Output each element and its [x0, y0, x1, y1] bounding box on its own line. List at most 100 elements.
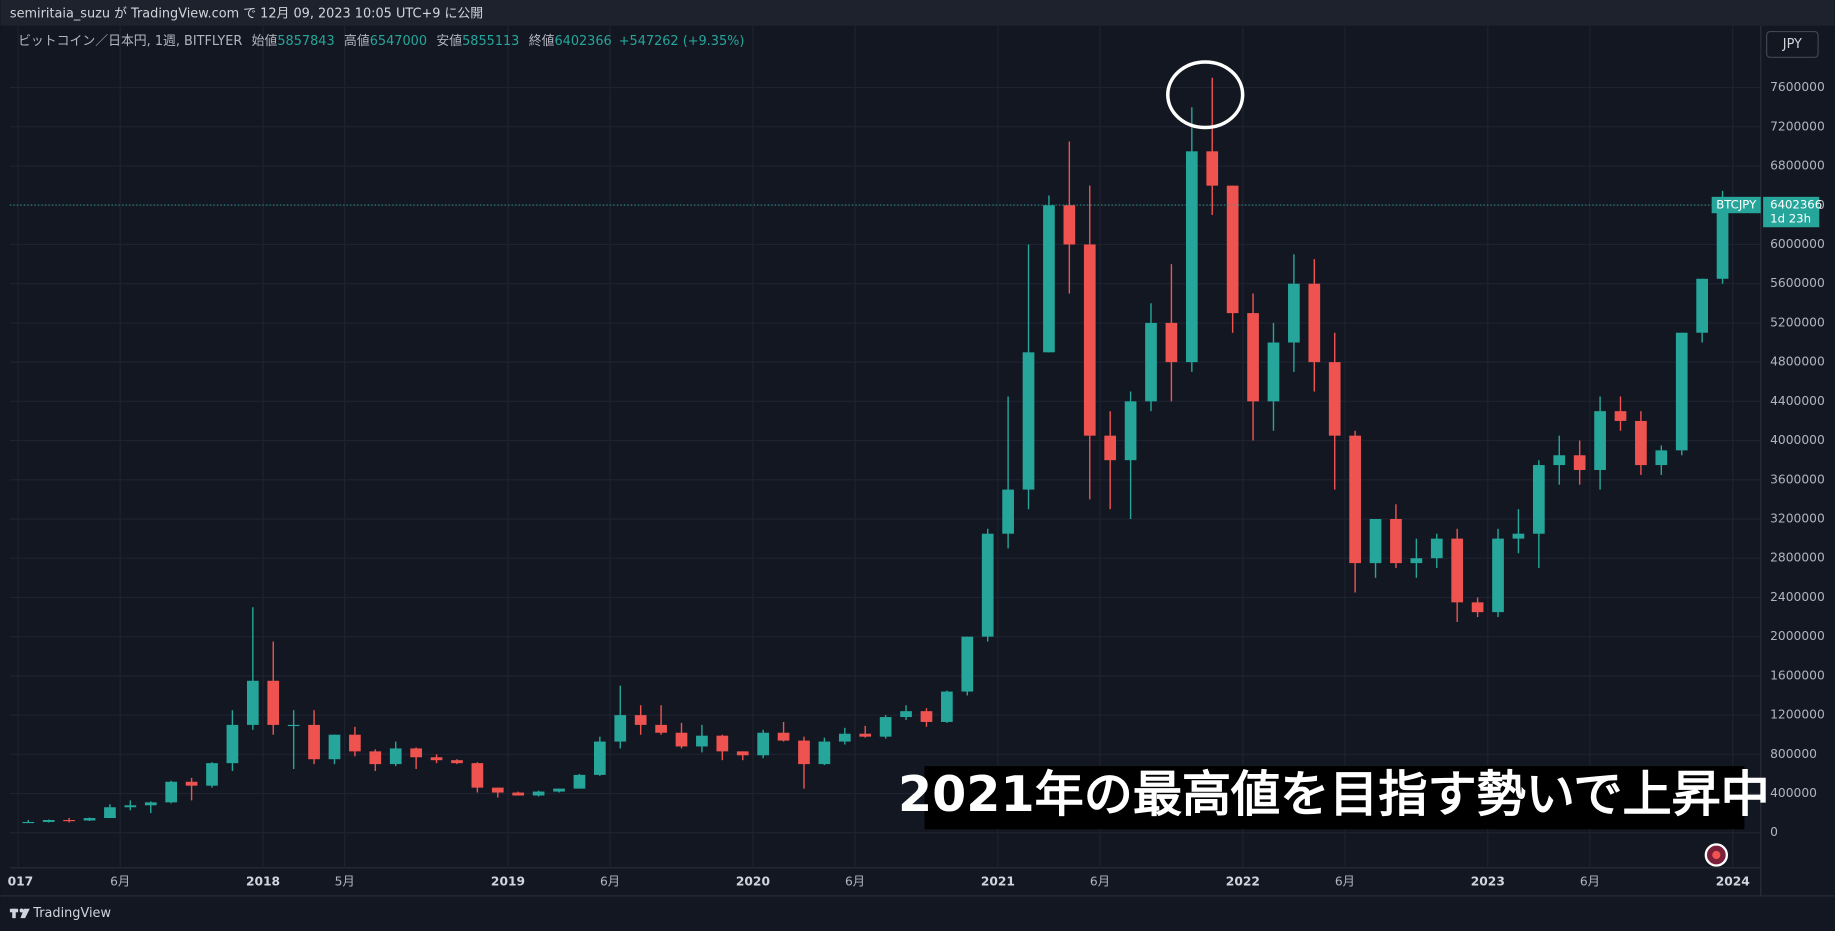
candle-body — [63, 819, 75, 822]
legend: ビットコイン／日本円, 1週, BITFLYER 始値5857843 高値65470… — [18, 32, 744, 48]
candle-body — [981, 533, 994, 637]
publish-info: semiritaia_suzu が TradingView.com で 12月 … — [10, 7, 483, 22]
candle-body — [1675, 332, 1688, 451]
x-tick-label: 6月 — [600, 874, 620, 888]
top-bar — [0, 0, 1835, 26]
tradingview-logo — [9, 908, 30, 919]
candle-body — [1063, 205, 1076, 245]
countdown-label: 1d 23h — [1770, 212, 1811, 226]
candle-body — [859, 733, 872, 737]
candle-body — [900, 711, 912, 718]
candle-body — [1288, 283, 1300, 343]
candle-body — [1390, 518, 1402, 564]
legend-label: 始値 — [252, 32, 278, 48]
x-tick-label: 6月 — [845, 874, 865, 888]
price-label: 6402366 — [1770, 198, 1822, 212]
logo-part — [20, 908, 30, 919]
x-tick-label: 5月 — [335, 874, 355, 888]
candle-body — [941, 691, 953, 722]
candle-body — [1716, 205, 1729, 279]
legend-label: 安値 — [436, 32, 462, 48]
legend-value: 6547000 — [370, 33, 427, 48]
currency-button[interactable] — [1766, 30, 1819, 58]
candle-body — [308, 724, 320, 760]
candle-body — [349, 734, 361, 752]
price-label-box — [1763, 196, 1820, 228]
candle-body — [594, 741, 606, 775]
x-tick-label: 2021 — [981, 874, 1015, 888]
x-tick-label: 2022 — [1226, 874, 1260, 888]
candle-body — [818, 741, 831, 765]
candle-body — [1369, 518, 1382, 564]
x-tick-label: 2019 — [491, 874, 525, 888]
x-tick-label: 6月 — [1090, 874, 1110, 888]
candle-body — [451, 760, 463, 764]
y-tick-label: 3200000 — [1770, 511, 1825, 525]
y-tick-label: 2800000 — [1770, 551, 1825, 565]
x-tick-label: 017 — [8, 874, 34, 888]
y-tick-label: 4000000 — [1770, 433, 1825, 447]
candle-body — [491, 787, 504, 793]
candle-body — [879, 717, 892, 737]
candle-body — [471, 763, 484, 788]
candle-body — [22, 821, 35, 824]
symbol-label-box — [1711, 196, 1761, 214]
candle-body — [532, 791, 545, 796]
y-tick-label: 5200000 — [1770, 315, 1825, 329]
candle-body — [124, 805, 137, 808]
symbol-label: BTCJPY — [1716, 198, 1757, 212]
candle-body — [104, 807, 116, 819]
legend-value: 5855113 — [462, 33, 519, 48]
y-tick-label: 6800000 — [1770, 159, 1825, 173]
candle-body — [1022, 352, 1035, 490]
candle-body — [961, 636, 974, 692]
candle-body — [410, 748, 422, 758]
candle-body — [1512, 533, 1525, 539]
candle-body — [83, 818, 96, 821]
candle-body — [634, 715, 647, 725]
candle-body — [1185, 151, 1198, 363]
candle-body — [716, 735, 729, 752]
currency-button-label[interactable]: JPY — [1782, 37, 1802, 52]
y-tick-label: 3600000 — [1770, 472, 1825, 486]
candle-body — [1635, 420, 1647, 466]
candle-body — [267, 680, 280, 725]
x-tick-label: 6月 — [1335, 874, 1355, 888]
candles — [22, 77, 1729, 824]
candle-body — [920, 711, 933, 722]
candle-body — [1104, 435, 1117, 461]
peak-annotation — [1166, 60, 1245, 130]
candle-body — [389, 748, 402, 765]
footer-brand: TradingView — [32, 906, 111, 921]
x-tick-label: 6月 — [1580, 874, 1600, 888]
logo-part — [19, 908, 24, 913]
candle-body — [1573, 455, 1586, 470]
y-tick-label: 6000000 — [1770, 237, 1825, 251]
candle-body — [1594, 411, 1606, 470]
candle-body — [185, 781, 198, 786]
legend-symbol: ビットコイン／日本円, 1週, BITFLYER — [18, 33, 242, 48]
x-tick-label: 6月 — [110, 874, 130, 888]
candle-body — [1614, 411, 1627, 421]
candle-body — [757, 732, 770, 756]
candle-body — [246, 680, 259, 725]
candle-body — [1553, 455, 1566, 466]
y-tick-label: 2400000 — [1770, 590, 1825, 604]
x-tick-label: 2024 — [1716, 874, 1750, 888]
candle-body — [614, 715, 627, 742]
y-tick-label: 1200000 — [1770, 708, 1825, 722]
candle-body — [1043, 205, 1055, 353]
y-tick-label: 7600000 — [1770, 80, 1825, 94]
legend-label: 終値 — [529, 32, 555, 48]
candle-body — [1165, 322, 1178, 363]
candle-body — [777, 732, 790, 741]
y-tick-label: 7200000 — [1770, 119, 1825, 133]
candle-body — [1206, 151, 1219, 186]
candle-body — [1083, 244, 1096, 436]
y-tick-label: 4400000 — [1770, 394, 1825, 408]
candle-body — [1328, 362, 1341, 436]
y-tick-label: 400000 — [1770, 786, 1817, 800]
candle-body — [798, 740, 810, 765]
logo-part — [12, 908, 16, 919]
